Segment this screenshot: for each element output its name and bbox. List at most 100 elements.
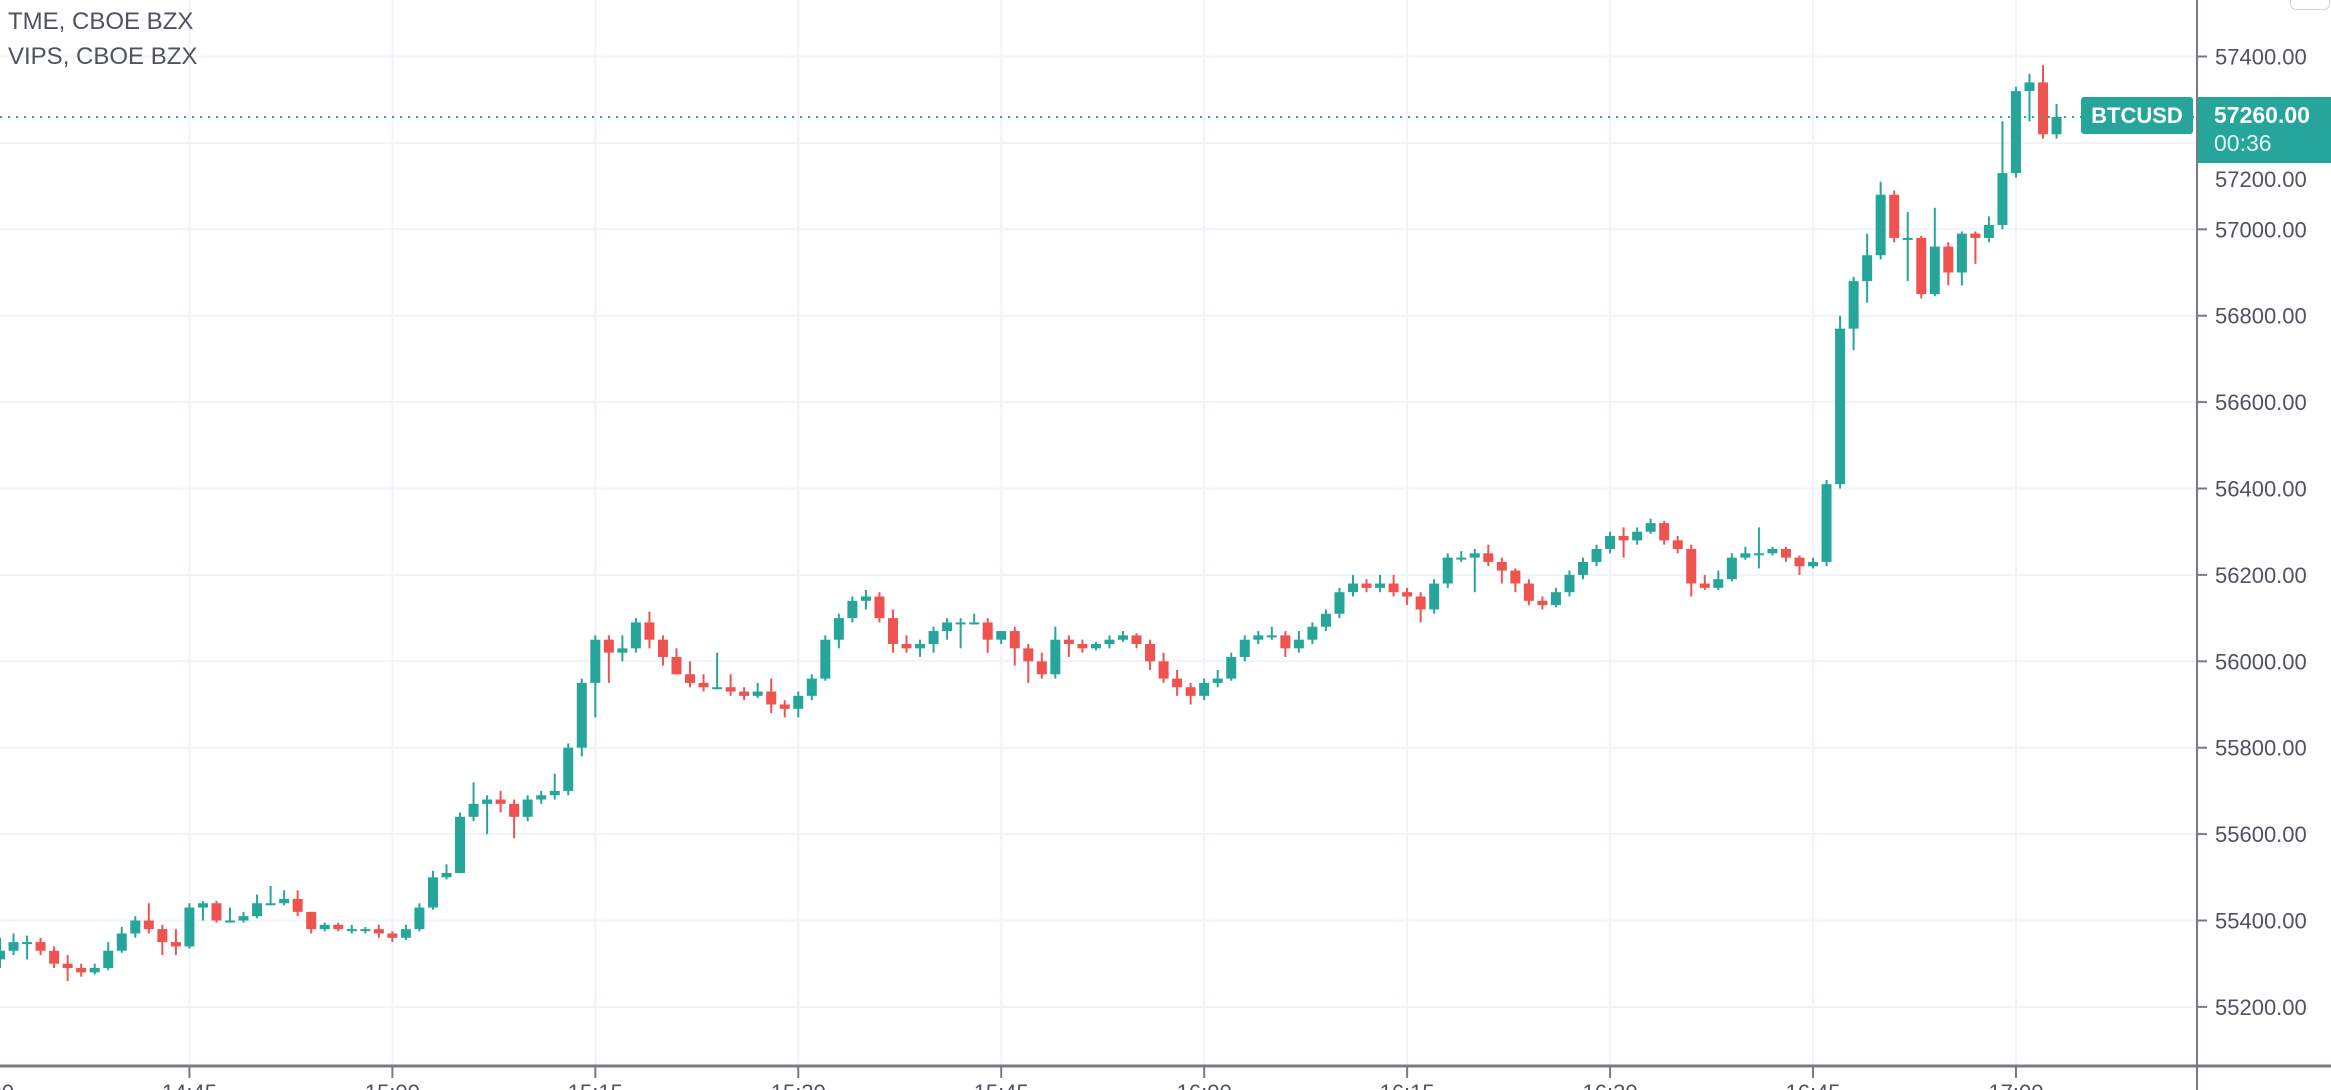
candle-down: [1794, 555, 1805, 575]
candle-down: [644, 611, 655, 649]
price-axis[interactable]: 55200.00 55400.00 55600.00 55800.00 56000.00…: [2197, 45, 2307, 1020]
candle-body: [1997, 173, 2008, 225]
candle-body: [238, 916, 249, 921]
candle-down: [1185, 682, 1196, 705]
candle-body: [1415, 596, 1426, 610]
candle-body: [2024, 82, 2035, 92]
candle-body: [793, 695, 804, 709]
candle-body: [1916, 237, 1927, 295]
candle-down: [1889, 190, 1900, 243]
candle-up: [969, 613, 980, 625]
candle-up: [468, 782, 479, 822]
candle-body: [225, 920, 236, 923]
price-tick-label: 57400.00: [2215, 45, 2307, 70]
candle-up: [482, 795, 493, 835]
price-tick-label: 57200.00: [2215, 167, 2307, 192]
candle-up: [1956, 231, 1967, 286]
candle-body: [1753, 553, 1764, 556]
candle-up: [130, 916, 141, 938]
candle-body: [170, 942, 181, 947]
candle-body: [1483, 553, 1494, 562]
candle-body: [1618, 536, 1629, 541]
candle-body: [103, 950, 114, 969]
candle-up: [1226, 652, 1237, 681]
candle-body: [901, 644, 912, 649]
candle-down: [1916, 235, 1927, 299]
price-tick-label: 56200.00: [2215, 563, 2307, 588]
candle-body: [806, 678, 817, 696]
candle-body: [482, 799, 493, 804]
candle-up: [441, 864, 452, 880]
candle-up: [1456, 551, 1467, 562]
candle-body: [576, 682, 587, 748]
candle-up: [1117, 631, 1128, 642]
candle-body: [1929, 246, 1940, 295]
candle-body: [1388, 583, 1399, 593]
candle-up: [89, 963, 100, 975]
candle-body: [1348, 583, 1358, 593]
candle-up: [1848, 276, 1859, 351]
candle-down: [306, 911, 317, 934]
candle-body: [1875, 194, 1886, 256]
candle-down: [1388, 574, 1399, 597]
price-tick-label: 55400.00: [2215, 909, 2307, 934]
candle-body: [89, 968, 100, 973]
candle-body: [184, 907, 195, 947]
candle-up: [752, 682, 763, 699]
candle-body: [1429, 583, 1440, 610]
candle-body: [1253, 635, 1264, 640]
time-axis[interactable]: 14:30 14:45 15:00 15:15 15:30 15:45 16:00 16:15…: [0, 1066, 2044, 1090]
price-axis-bg[interactable]: [2197, 0, 2331, 1066]
candle-up: [279, 890, 290, 906]
candle-body: [1212, 678, 1223, 683]
candle-down: [1970, 231, 1981, 264]
candle-down: [1280, 631, 1291, 657]
chart-settings-button[interactable]: [2290, 0, 2330, 10]
candle-up: [833, 613, 844, 649]
candle-body: [62, 963, 73, 969]
candle-body: [1605, 536, 1616, 549]
candle-body: [1226, 656, 1237, 679]
candle-body: [1943, 246, 1954, 273]
candle-down: [657, 635, 668, 666]
candle-down: [157, 924, 168, 956]
candle-body: [1469, 553, 1480, 558]
candle-up: [2010, 86, 2021, 178]
candle-body: [1185, 687, 1196, 696]
candle-up: [22, 935, 33, 960]
candle-up: [252, 894, 263, 919]
candle-up: [1726, 553, 1737, 582]
candle-up: [1808, 557, 1819, 569]
candle-down: [982, 618, 993, 653]
candle-body: [441, 872, 452, 878]
candle-up: [225, 907, 236, 923]
candle-body: [1104, 639, 1115, 645]
candle-body: [2051, 116, 2062, 135]
candle-up: [1835, 315, 1846, 489]
candle-body: [1672, 540, 1683, 549]
candle-up: [1429, 579, 1440, 614]
candle-body: [1632, 531, 1643, 541]
candle-up: [1821, 479, 1832, 567]
candle-body: [1659, 523, 1670, 541]
price-tick-label: 57000.00: [2215, 217, 2307, 242]
candle-up: [1320, 609, 1331, 632]
candle-up: [8, 933, 19, 956]
candle-up: [996, 631, 1007, 645]
candle-body: [1970, 233, 1981, 238]
candle-body: [1158, 661, 1169, 679]
time-tick-label: 16:30: [1583, 1080, 1638, 1090]
legend-symbol-tme[interactable]: TME, CBOE BZX: [8, 8, 194, 35]
candle-up: [793, 691, 804, 718]
candle-up: [1050, 626, 1061, 679]
candle-down: [1686, 544, 1697, 597]
candle-up: [617, 635, 628, 662]
candle-body: [536, 795, 547, 800]
candle-down: [779, 700, 790, 718]
candle-down: [62, 955, 73, 981]
candle-body: [1848, 281, 1859, 329]
legend-symbol-vips[interactable]: VIPS, CBOE BZX: [8, 43, 198, 70]
candle-body: [1117, 635, 1128, 640]
candle-up: [0, 937, 5, 969]
